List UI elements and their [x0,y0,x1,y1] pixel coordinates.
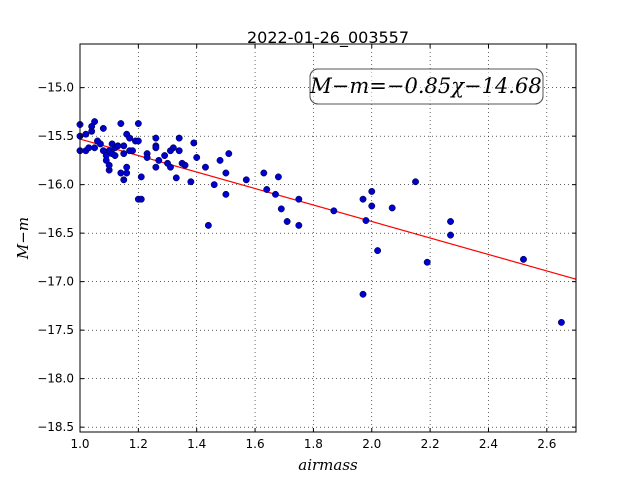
data-point [274,173,282,181]
data-point [120,176,128,184]
data-point [202,163,209,171]
y-tick-label: −18.5 [37,420,74,434]
data-point [263,186,271,193]
data-point [193,154,201,161]
data-point [134,137,142,145]
data-point [374,247,382,255]
data-point [388,204,396,212]
data-point [283,218,291,225]
data-point [91,118,99,126]
y-tick-label: −18.0 [37,372,74,386]
data-point [181,161,189,169]
data-point [210,181,218,189]
x-axis-label: airmass [298,456,358,474]
data-point [155,156,163,164]
data-point [137,195,145,203]
equation-box: M−m=−0.85χ−14.68 [309,68,544,105]
data-point [129,147,136,155]
data-point [187,178,195,186]
y-tick-label: −15.0 [37,81,74,95]
data-point [117,120,125,127]
y-tick-label: −16.5 [37,226,74,240]
data-point [126,134,134,142]
y-tick-label: −16.0 [37,178,74,192]
fit-line [79,138,577,280]
x-tick-label: 1.4 [187,437,206,451]
x-tick-label: 1.6 [246,437,265,451]
fit-equation: M−m=−0.85χ−14.68 [309,74,541,98]
data-point [330,207,338,215]
y-tick-label: −17.5 [37,323,74,337]
data-point [111,152,119,160]
data-point [204,221,212,229]
data-point [120,142,128,150]
data-point [152,134,160,142]
data-point [362,217,370,224]
chart-title: 2022-01-26_003557 [247,28,409,48]
data-point [260,169,268,177]
y-axis-label: M−m [14,217,32,260]
data-point [447,231,454,239]
data-point [172,174,180,182]
x-tick-label: 1.2 [129,437,148,451]
data-point [423,258,431,266]
data-point [152,144,160,152]
data-point [169,144,177,152]
data-point [143,154,151,161]
data-point [225,150,233,158]
data-point [137,173,145,181]
x-tick-label: 2.0 [362,437,381,451]
y-tick-label: −15.5 [37,129,74,143]
data-point [82,130,90,138]
x-tick-label: 2.4 [479,437,498,451]
data-point [190,139,198,147]
data-point [117,169,125,177]
data-point [152,163,160,171]
plot-frame [79,43,577,433]
x-tick-label: 1.8 [304,437,323,451]
data-point [520,255,527,263]
data-point [88,127,96,135]
data-points [76,118,565,326]
data-point [412,178,419,186]
data-point [91,144,99,152]
data-point [175,134,183,142]
data-point [447,218,454,225]
data-point [99,124,107,132]
data-point [123,169,131,177]
data-point [222,190,230,198]
data-point [368,202,376,210]
data-point [85,144,93,152]
data-point [295,221,303,229]
data-point [295,195,303,203]
data-point [277,205,285,213]
data-point [161,152,169,160]
data-point [557,318,565,326]
data-point [96,140,104,148]
y-tick-label: −17.0 [37,275,74,289]
data-point [272,190,279,198]
x-tick-label: 2.2 [421,437,440,451]
data-point [216,156,224,164]
data-point [105,161,113,169]
data-point [359,195,367,203]
data-point [242,176,250,184]
data-point [166,163,174,171]
data-point [359,290,367,298]
fit-line-group [79,138,577,280]
x-tick-label: 1.0 [70,437,89,451]
axis-ticks: 1.0 1.2 1.4 1.6 1.8 2.0 2.2 2.4 2.6 −15.0 −15.5 −16… [37,44,576,451]
data-point [114,142,122,150]
data-point [368,187,376,195]
data-point [175,147,183,155]
data-point [222,169,230,177]
x-tick-label: 2.6 [537,437,556,451]
data-point [120,150,128,158]
data-point [134,120,142,127]
data-point [123,163,131,171]
